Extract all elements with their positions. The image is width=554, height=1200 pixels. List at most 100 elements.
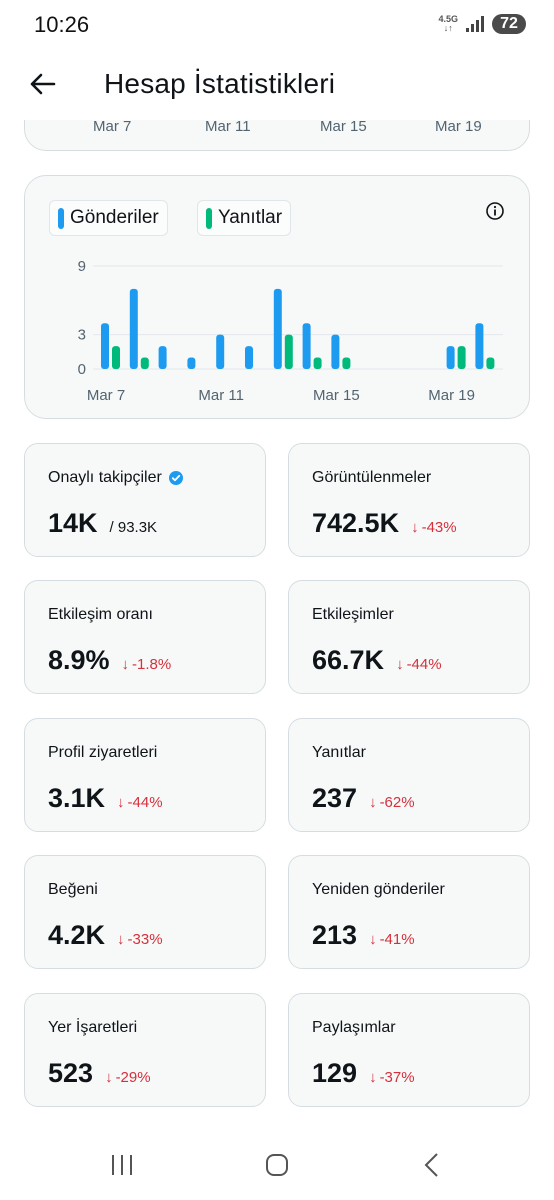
stat-change-value: -44% — [406, 656, 442, 673]
replies-bar[interactable] — [486, 357, 495, 369]
posts-bar[interactable] — [245, 346, 253, 369]
posts-bar[interactable] — [446, 346, 455, 369]
legend-replies-label: Yanıtlar — [218, 207, 283, 228]
stat-label: Yeniden gönderiler — [312, 881, 445, 898]
info-icon[interactable] — [485, 201, 505, 221]
stat-card[interactable]: Görüntülenmeler 742.5K ↓ -43% — [288, 443, 530, 557]
arrow-down-icon: ↓ — [117, 794, 125, 811]
home-button[interactable] — [247, 1140, 307, 1190]
stat-value: 237 — [312, 783, 358, 813]
stat-label-row: Yer İşaretleri — [48, 1019, 137, 1037]
replies-swatch — [206, 207, 212, 229]
verified-badge-icon — [168, 471, 183, 485]
y-tick-label: 0 — [78, 361, 86, 378]
stat-label: Etkileşimler — [312, 606, 394, 623]
x-tick-label: Mar 19 — [428, 387, 475, 404]
stat-value: 523 — [48, 1058, 94, 1088]
stat-value: 4.2K — [48, 920, 106, 950]
posts-bar[interactable] — [273, 288, 282, 369]
replies-bar[interactable] — [342, 357, 351, 369]
posts-bar[interactable] — [302, 323, 311, 369]
stat-value-row: 129 ↓ -37% — [312, 1058, 415, 1089]
stat-change: ↓ -33% — [117, 931, 163, 948]
x-tick-label: Mar 19 — [435, 118, 482, 135]
x-tick-label: Mar 7 — [87, 387, 125, 404]
stat-label: Profil ziyaretleri — [48, 744, 158, 761]
stat-change: ↓ -43% — [411, 519, 457, 536]
stat-value: 742.5K — [312, 508, 400, 538]
network-type: 4.5G — [438, 14, 458, 24]
stat-label-row: Paylaşımlar — [312, 1019, 396, 1037]
stat-label: Yanıtlar — [312, 744, 366, 761]
stat-card[interactable]: Paylaşımlar 129 ↓ -37% — [288, 993, 530, 1107]
stat-label-row: Etkileşim oranı — [48, 606, 153, 624]
arrow-down-icon: ↓ — [121, 656, 130, 673]
stat-card[interactable]: Onaylı takipçiler 14K / 93.3K — [24, 443, 266, 557]
stat-value-row: 66.7K ↓ -44% — [312, 645, 442, 676]
x-tick-label: Mar 15 — [313, 387, 360, 404]
stat-label: Beğeni — [48, 881, 98, 898]
stat-total: / 93.3K — [109, 519, 158, 536]
stat-label-row: Görüntülenmeler — [312, 469, 431, 487]
stat-label-row: Yanıtlar — [312, 744, 366, 762]
posts-bar[interactable] — [101, 323, 109, 369]
status-icons: 4.5G ↓↑ 72 — [438, 14, 526, 34]
arrow-left-icon — [30, 73, 56, 95]
replies-bar[interactable] — [112, 346, 120, 369]
stat-change: ↓ -62% — [369, 794, 415, 811]
back-nav-button[interactable] — [402, 1140, 462, 1190]
stat-card[interactable]: Profil ziyaretleri 3.1K ↓ -44% — [24, 718, 266, 832]
stat-card[interactable]: Yanıtlar 237 ↓ -62% — [288, 718, 530, 832]
stat-change: ↓ -29% — [105, 1069, 151, 1086]
replies-bar[interactable] — [313, 357, 322, 369]
back-button[interactable] — [22, 64, 62, 104]
battery-icon: 72 — [492, 14, 526, 34]
replies-bar[interactable] — [457, 346, 466, 369]
legend-posts-toggle[interactable]: Gönderiler — [49, 200, 168, 236]
arrow-down-icon: ↓ — [411, 519, 419, 536]
posts-bar[interactable] — [187, 357, 196, 369]
y-tick-label: 9 — [78, 258, 86, 275]
stat-change: ↓ -41% — [369, 931, 415, 948]
x-tick-label: Mar 11 — [205, 118, 251, 135]
stat-label: Yer İşaretleri — [48, 1019, 138, 1036]
arrow-down-icon: ↓ — [396, 656, 404, 673]
stat-card[interactable]: Yeniden gönderiler 213 ↓ -41% — [288, 855, 530, 969]
legend-replies-toggle[interactable]: Yanıtlar — [197, 200, 292, 236]
legend-posts-label: Gönderiler — [70, 207, 159, 228]
app-header: Hesap İstatistikleri — [0, 52, 554, 120]
network-indicator: 4.5G ↓↑ — [438, 15, 458, 33]
stat-card[interactable]: Yer İşaretleri 523 ↓ -29% — [24, 993, 266, 1107]
posts-bar[interactable] — [475, 323, 484, 369]
stat-value-row: 3.1K ↓ -44% — [48, 783, 163, 814]
posts-bar[interactable] — [216, 334, 225, 369]
activity-chart-card: Gönderiler Yanıtlar 0 3 9 Mar 7 Mar 11 Mar 15… — [24, 175, 530, 419]
stat-change-value: -44% — [127, 794, 163, 811]
replies-bar[interactable] — [284, 334, 293, 369]
stat-card[interactable]: Etkileşimler 66.7K ↓ -44% — [288, 580, 530, 694]
stat-label: Görüntülenmeler — [312, 469, 432, 486]
stat-card[interactable]: Beğeni 4.2K ↓ -33% — [24, 855, 266, 969]
bar-chart: 0 3 9 Mar 7 Mar 11 Mar 15 Mar 19 — [78, 258, 503, 404]
posts-bar[interactable] — [129, 288, 138, 369]
arrow-down-icon: ↓ — [105, 1069, 113, 1086]
posts-bar[interactable] — [158, 346, 167, 369]
arrow-down-icon: ↓ — [369, 794, 377, 811]
stat-value: 3.1K — [48, 783, 106, 813]
stat-label-row: Onaylı takipçiler — [48, 469, 184, 487]
arrow-down-icon: ↓ — [369, 931, 377, 948]
stat-value: 129 — [312, 1058, 358, 1088]
stat-card[interactable]: Etkileşim oranı 8.9% ↓ -1.8% — [24, 580, 266, 694]
arrow-down-icon: ↓ — [117, 931, 125, 948]
recent-apps-button[interactable] — [92, 1140, 152, 1190]
stat-change-value: -33% — [127, 931, 163, 948]
stat-label-row: Yeniden gönderiler — [312, 881, 445, 899]
posts-bar[interactable] — [331, 334, 340, 369]
stat-value: 213 — [312, 920, 358, 950]
stat-label: Onaylı takipçiler — [48, 469, 162, 486]
home-icon — [266, 1154, 288, 1176]
replies-bar[interactable] — [140, 357, 149, 369]
stat-change-value: -37% — [379, 1069, 415, 1086]
stat-change: ↓ -1.8% — [122, 656, 172, 673]
stat-value-row: 4.2K ↓ -33% — [48, 920, 163, 951]
